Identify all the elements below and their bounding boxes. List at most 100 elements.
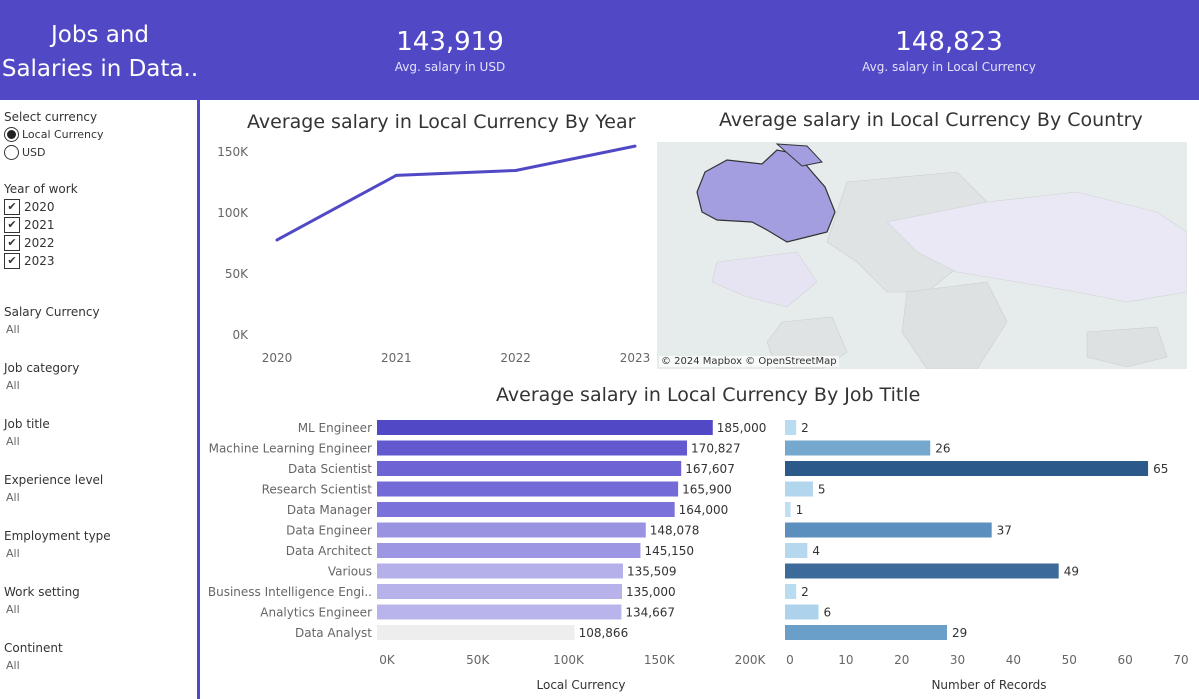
salary-bar-label: 167,607	[685, 462, 735, 476]
record-count-bar[interactable]	[785, 604, 819, 620]
salary-bar-label: 165,900	[682, 483, 732, 497]
canada-region[interactable]	[696, 149, 836, 243]
record-count-bar[interactable]	[785, 584, 797, 599]
line-point[interactable]	[275, 238, 279, 242]
checkbox-label: 2021	[24, 218, 55, 232]
kpi-avg-usd-label: Avg. salary in USD	[394, 60, 506, 74]
checkmark-icon[interactable]: ✔	[4, 253, 20, 269]
radio-selected-icon[interactable]	[4, 127, 19, 142]
filter-continent-title: Continent	[4, 641, 63, 655]
salary-x-tick-label: 150K	[644, 653, 676, 667]
job-title-label: Analytics Engineer	[260, 606, 372, 620]
record-count-label: 26	[935, 442, 950, 456]
filter-job-title-value[interactable]: All	[6, 435, 20, 448]
line-point[interactable]	[514, 168, 518, 172]
record-count-bar[interactable]	[785, 420, 797, 435]
kpi-avg-usd-value: 143,919	[396, 27, 504, 57]
job-title-label: Data Manager	[287, 503, 372, 517]
records-x-tick-label: 60	[1118, 653, 1133, 667]
line-chart-title: Average salary in Local Currency By Year	[247, 111, 636, 133]
salary-bar-label: 145,150	[644, 544, 694, 558]
job-title-bar-charts[interactable]: ML Engineer Machine Learning Engineer Data…	[205, 412, 1195, 697]
filter-experience-value[interactable]: All	[6, 491, 20, 504]
record-count-bar[interactable]	[785, 481, 813, 497]
salary-bar[interactable]	[377, 543, 641, 558]
checkbox-2021[interactable]: ✔ 2021	[4, 217, 55, 233]
records-x-tick-label: 70	[1173, 653, 1188, 667]
currency-filter-title: Select currency	[4, 110, 98, 124]
salary-trend-line[interactable]	[276, 144, 636, 242]
salary-bar-label: 134,667	[625, 606, 675, 620]
record-count-bar[interactable]	[785, 440, 931, 456]
header-bar: Jobs and Salaries in Data.. 143,919 Avg.…	[0, 0, 1199, 100]
line-point[interactable]	[633, 144, 637, 148]
line-x-tick-label: 2023	[620, 351, 651, 365]
salary-bar[interactable]	[377, 461, 682, 476]
radio-local-currency[interactable]: Local Currency	[4, 127, 104, 142]
checkbox-2020[interactable]: ✔ 2020	[4, 199, 55, 215]
records-x-tick-label: 10	[838, 653, 853, 667]
salary-bar[interactable]	[377, 563, 623, 579]
checkbox-2022[interactable]: ✔ 2022	[4, 235, 55, 251]
job-title-label: Business Intelligence Engi..	[208, 585, 372, 599]
salary-x-tick-label: 100K	[553, 653, 585, 667]
salary-bar[interactable]	[377, 604, 622, 620]
job-title-label: Data Engineer	[286, 524, 372, 538]
line-x-tick-label: 2021	[381, 351, 412, 365]
records-x-axis-title: Number of Records	[931, 678, 1046, 692]
radio-usd[interactable]: USD	[4, 145, 46, 160]
line-y-tick-label: 50K	[225, 267, 249, 281]
filter-sidebar: Select currency Local Currency USD Year …	[0, 100, 200, 699]
record-count-bar[interactable]	[785, 461, 1149, 476]
filter-employment-value[interactable]: All	[6, 547, 20, 560]
checkbox-label: 2020	[24, 200, 55, 214]
records-x-tick-label: 30	[950, 653, 965, 667]
job-title-label: Various	[328, 565, 372, 579]
record-count-bar[interactable]	[785, 502, 791, 517]
record-count-label: 29	[952, 626, 967, 640]
salary-bar-label: 148,078	[650, 524, 700, 538]
salary-x-tick-label: 0K	[379, 653, 396, 667]
salary-bar[interactable]	[377, 440, 688, 456]
land-australia	[1086, 326, 1168, 368]
records-x-tick-label: 40	[1006, 653, 1021, 667]
kpi-avg-local-value: 148,823	[895, 27, 1003, 57]
salary-bar-label: 108,866	[579, 626, 629, 640]
line-chart[interactable]: 0K 50K 100K 150K 2020 2021 2022 2023	[205, 140, 655, 375]
record-count-bar[interactable]	[785, 625, 947, 640]
checkmark-icon[interactable]: ✔	[4, 235, 20, 251]
checkmark-icon[interactable]: ✔	[4, 199, 20, 215]
checkmark-icon[interactable]: ✔	[4, 217, 20, 233]
canada-arctic-islands[interactable]	[775, 143, 823, 167]
salary-bar[interactable]	[377, 481, 679, 497]
record-count-bar[interactable]	[785, 522, 992, 538]
filter-salary-currency-value[interactable]: All	[6, 323, 20, 336]
salary-bar[interactable]	[377, 625, 575, 640]
country-map[interactable]: © 2024 Mapbox © OpenStreetMap	[657, 142, 1187, 369]
job-title-label: Data Scientist	[288, 462, 372, 476]
filter-salary-currency-title: Salary Currency	[4, 305, 100, 319]
salary-bar-label: 135,509	[627, 565, 677, 579]
filter-job-category-value[interactable]: All	[6, 379, 20, 392]
salary-x-tick-label: 50K	[466, 653, 490, 667]
line-y-tick-label: 100K	[217, 206, 249, 220]
salary-bar[interactable]	[377, 420, 713, 435]
radio-unselected-icon[interactable]	[4, 145, 19, 160]
checkbox-label: 2022	[24, 236, 55, 250]
record-count-label: 4	[812, 544, 820, 558]
record-count-bar[interactable]	[785, 563, 1059, 579]
filter-work-setting-value[interactable]: All	[6, 603, 20, 616]
record-count-label: 37	[997, 524, 1012, 538]
checkbox-2023[interactable]: ✔ 2023	[4, 253, 55, 269]
record-count-label: 2	[801, 585, 809, 599]
record-count-bar[interactable]	[785, 543, 808, 558]
line-x-tick-label: 2022	[500, 351, 531, 365]
record-count-label: 49	[1064, 565, 1079, 579]
line-point[interactable]	[394, 173, 398, 177]
salary-bar[interactable]	[377, 522, 646, 538]
filter-continent-value[interactable]: All	[6, 659, 20, 672]
salary-bar[interactable]	[377, 584, 623, 599]
filter-experience-title: Experience level	[4, 473, 104, 487]
salary-bar[interactable]	[377, 502, 675, 517]
